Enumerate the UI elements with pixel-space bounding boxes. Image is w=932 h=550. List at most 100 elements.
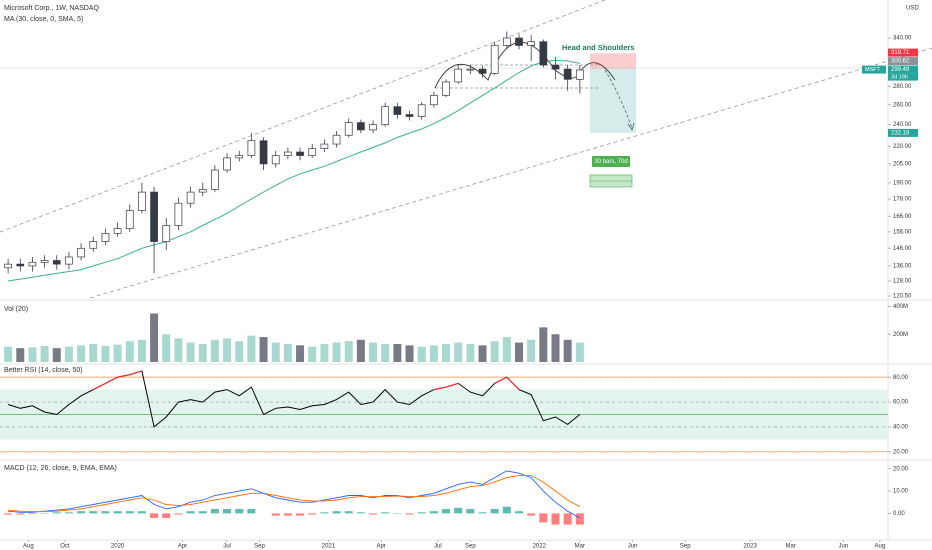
volume-bar xyxy=(40,346,49,362)
macd-histogram-bar xyxy=(417,512,426,514)
candle-body xyxy=(150,191,158,242)
candle-body xyxy=(539,41,548,66)
countdown-label: 3d 19h xyxy=(891,75,908,81)
macd-histogram-bar xyxy=(271,513,280,516)
y-tick-label: 128.00 xyxy=(893,279,912,285)
price-tag xyxy=(888,57,918,66)
candle-body xyxy=(381,106,390,126)
macd-histogram-bar xyxy=(490,508,499,514)
currency-label: USD xyxy=(906,6,919,12)
x-tick-label: 2020 xyxy=(111,544,125,550)
rsi-overbought-segment xyxy=(92,382,106,391)
candle-body xyxy=(308,148,317,156)
y-tick-label: 20.00 xyxy=(893,449,909,455)
macd-histogram-bar xyxy=(478,512,487,514)
candle-body xyxy=(369,124,377,131)
stop-zone xyxy=(590,53,636,69)
macd-histogram-bar xyxy=(4,513,13,515)
volume-bar xyxy=(4,346,13,362)
volume-bar xyxy=(320,343,329,362)
candle-body xyxy=(77,247,85,258)
macd-histogram-bar xyxy=(162,513,171,518)
macd-histogram-bar xyxy=(429,511,438,514)
macd-histogram-bar xyxy=(125,511,134,514)
volume-bar xyxy=(308,346,317,362)
macd-histogram-bar xyxy=(16,513,25,515)
candle-body xyxy=(65,256,73,265)
rsi-overbought-segment xyxy=(129,370,143,376)
rsi-overbought-segment xyxy=(117,374,130,378)
volume-bar xyxy=(478,345,487,362)
y-tick-label: 340.00 xyxy=(893,36,912,42)
y-tick-label: 40.00 xyxy=(893,424,909,430)
macd-histogram-bar xyxy=(235,508,244,514)
ma-line xyxy=(8,59,580,282)
macd-histogram-bar xyxy=(186,511,195,514)
volume-bar xyxy=(393,343,402,362)
volume-bar xyxy=(283,343,292,362)
volume-bar xyxy=(247,335,256,362)
volume-bar xyxy=(369,342,378,362)
volume-bar xyxy=(442,343,451,362)
pattern-label: Head and Shoulders xyxy=(562,43,635,52)
price-tag-label: 299.49 xyxy=(891,67,910,73)
candle-body xyxy=(357,122,365,131)
macd-histogram-bar xyxy=(405,513,414,515)
volume-bar xyxy=(137,339,146,362)
volume-bar xyxy=(186,342,195,362)
candle-body xyxy=(101,233,110,242)
volume-bar xyxy=(502,337,511,362)
y-tick-label: 190.00 xyxy=(893,180,912,186)
candle-body xyxy=(52,260,61,265)
candle-body xyxy=(393,106,402,115)
bars-range-label: 30 bars, 70d xyxy=(594,159,627,165)
x-tick-label: Jun xyxy=(839,544,849,550)
y-tick-label: 0.00 xyxy=(893,511,905,517)
macd-histogram-bar xyxy=(28,513,37,515)
x-tick-label: Jul xyxy=(434,544,442,550)
candle-body xyxy=(490,45,499,74)
macd-histogram-bar xyxy=(113,511,122,514)
y-tick-label: 220.00 xyxy=(893,144,912,150)
candle-body xyxy=(563,68,572,80)
candle-body xyxy=(211,169,219,190)
macd-line xyxy=(8,474,581,513)
macd-histogram-bar xyxy=(575,513,584,525)
macd-histogram-bar xyxy=(89,511,98,514)
volume-bar xyxy=(466,343,475,362)
macd-histogram-bar xyxy=(52,512,61,514)
candle-body xyxy=(223,157,231,171)
y-tick-label: 240.00 xyxy=(893,122,912,128)
candle-body xyxy=(466,68,475,71)
candle-body xyxy=(332,134,341,145)
volume-bar xyxy=(150,313,159,362)
candle-body xyxy=(174,202,183,226)
volume-bar xyxy=(551,334,560,362)
volume-bar xyxy=(344,341,353,362)
candle-body xyxy=(16,263,25,267)
x-tick-label: 2021 xyxy=(322,544,336,550)
volume-bar xyxy=(271,342,280,362)
volume-bar xyxy=(515,342,524,362)
rsi-overbought-segment xyxy=(445,382,459,388)
x-tick-label: Sep xyxy=(254,544,265,550)
macd-histogram-bar xyxy=(174,513,183,515)
volume-bar xyxy=(417,346,426,362)
price-tag xyxy=(888,48,918,57)
x-tick-label: 2023 xyxy=(743,544,757,550)
x-tick-label: Sep xyxy=(680,544,691,550)
y-tick-label: 200M xyxy=(893,332,908,338)
candle-body xyxy=(40,260,49,263)
volume-bar xyxy=(113,344,122,362)
volume-bar xyxy=(210,339,219,362)
volume-bar xyxy=(198,343,207,362)
macd-histogram-bar xyxy=(77,511,86,514)
macd-histogram-bar xyxy=(442,508,451,514)
candle-body xyxy=(125,210,134,230)
y-tick-label: 400M xyxy=(893,304,908,310)
rsi-overbought-segment xyxy=(105,376,118,384)
x-tick-label: Sep xyxy=(465,544,476,550)
macd-histogram-bar xyxy=(527,513,536,516)
candle-body xyxy=(89,241,98,249)
y-tick-label: 280.00 xyxy=(893,84,912,90)
